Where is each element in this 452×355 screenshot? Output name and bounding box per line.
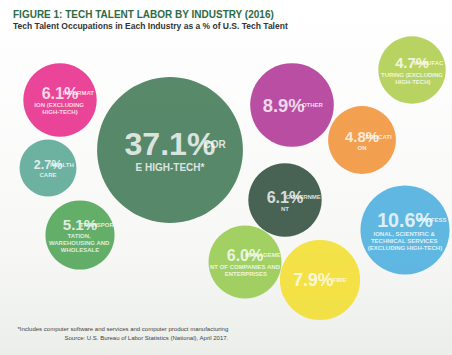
svg-text:E HIGH-TECH*: E HIGH-TECH* <box>136 162 205 173</box>
svg-text:PROFESS: PROFESS <box>418 217 447 223</box>
svg-text:MANAGEME: MANAGEME <box>245 252 281 258</box>
svg-text:NT: NT <box>281 206 289 212</box>
svg-text:Source: U.S. Bureau of Labor S: Source: U.S. Bureau of Labor Statistics … <box>64 335 228 341</box>
svg-text:FIGURE 1: TECH TALENT LABOR BY: FIGURE 1: TECH TALENT LABOR BY INDUSTRY … <box>13 9 274 20</box>
svg-text:HEALTH: HEALTH <box>50 162 74 168</box>
svg-text:HIGH-TECH): HIGH-TECH) <box>42 109 77 115</box>
svg-text:10.6%: 10.6% <box>377 208 433 231</box>
svg-text:5.1%: 5.1% <box>62 216 98 233</box>
svg-text:TATION,: TATION, <box>68 233 93 239</box>
svg-text:*Includes computer software an: *Includes computer software and services… <box>17 326 228 332</box>
svg-text:COR: COR <box>203 139 226 150</box>
svg-text:ION (EXCLUDING: ION (EXCLUDING <box>34 102 85 108</box>
svg-text:IONAL, SCIENTIFIC &: IONAL, SCIENTIFIC & <box>374 231 437 237</box>
svg-text:6.1%: 6.1% <box>266 187 304 206</box>
svg-text:4.7%: 4.7% <box>395 55 429 71</box>
svg-text:MANUFAC: MANUFAC <box>413 60 444 66</box>
svg-text:FIRE: FIRE <box>333 277 347 283</box>
svg-text:GOVERNME: GOVERNME <box>286 194 321 200</box>
svg-text:4.8%: 4.8% <box>345 128 379 145</box>
svg-text:OTHER: OTHER <box>302 102 324 108</box>
svg-text:CARE: CARE <box>39 172 56 178</box>
svg-text:7.9%: 7.9% <box>293 270 334 290</box>
svg-text:TURING (EXCLUDING: TURING (EXCLUDING <box>381 72 443 78</box>
svg-text:(EXCLUDING HIGH-TECH): (EXCLUDING HIGH-TECH) <box>368 245 442 251</box>
svg-text:INFORMAT: INFORMAT <box>63 90 95 96</box>
svg-text:HIGH-TECH): HIGH-TECH) <box>394 79 431 85</box>
svg-text:2.7%: 2.7% <box>33 157 63 172</box>
svg-text:ON: ON <box>358 145 367 151</box>
svg-text:WAREHOUSING AND: WAREHOUSING AND <box>49 240 111 246</box>
svg-text:ENTERPRISES: ENTERPRISES <box>223 271 267 277</box>
svg-text:TRANSPOR: TRANSPOR <box>80 222 114 228</box>
svg-text:Tech Talent Occupations in Eac: Tech Talent Occupations in Each Industry… <box>13 21 288 31</box>
svg-text:EDUCATI: EDUCATI <box>365 134 392 140</box>
svg-text:6.1%: 6.1% <box>41 84 79 102</box>
svg-text:8.9%: 8.9% <box>263 95 305 116</box>
svg-text:NT OF COMPANIES AND: NT OF COMPANIES AND <box>210 264 281 270</box>
svg-text:WHOLESALE: WHOLESALE <box>61 247 99 253</box>
svg-text:37.1%: 37.1% <box>125 126 216 162</box>
svg-text:TECHNICAL SERVICES: TECHNICAL SERVICES <box>371 238 439 244</box>
svg-text:6.0%: 6.0% <box>226 246 264 264</box>
